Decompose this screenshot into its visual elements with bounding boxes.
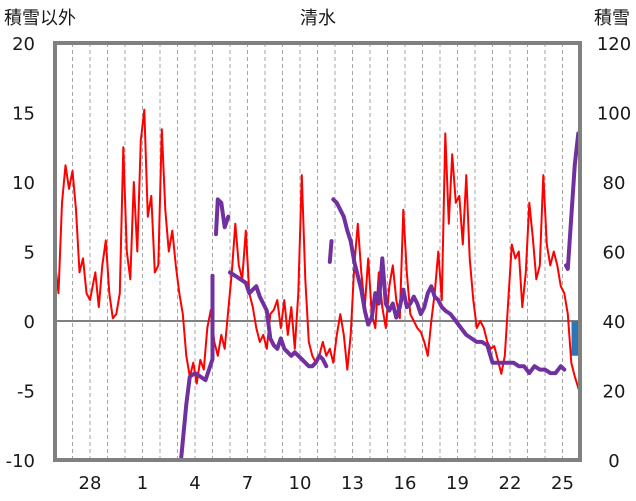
right-tick-label: 100 [597,104,631,125]
left-axis-ticks: -10 -5 0 5 10 15 20 [6,34,35,472]
x-axis-ticks: 28 1 4 7 10 13 16 19 22 25 [79,473,574,494]
chart-title: 清水 [300,8,336,29]
temperature-series [54,108,581,395]
vertical-gridlines [72,43,563,460]
right-tick-label: 20 [603,382,626,403]
left-tick-label: 0 [24,312,35,333]
x-tick-label: 25 [551,473,574,494]
left-tick-label: 5 [24,243,35,264]
x-tick-label: 22 [499,473,522,494]
temperature-line [54,108,581,395]
x-tick-label: 1 [137,473,148,494]
right-tick-label: 120 [597,34,631,55]
right-tick-label: 80 [603,173,626,194]
x-tick-label: 10 [289,473,312,494]
right-tick-label: 60 [603,243,626,264]
left-tick-label: -5 [17,382,35,403]
x-tick-label: 28 [79,473,102,494]
left-axis-label: 積雪以外 [4,8,76,29]
left-tick-label: 20 [12,34,35,55]
snow-depth-series [53,131,582,462]
left-tick-label: -10 [6,451,35,472]
left-tick-label: 10 [12,173,35,194]
right-axis-label: 積雪 [594,8,630,29]
snowfall-bars [571,321,582,356]
left-tick-label: 15 [12,104,35,125]
right-tick-label: 40 [603,312,626,333]
right-axis-ticks: 0 20 40 60 80 100 120 [597,34,631,472]
snow-depth-line [53,131,582,462]
plot-frame [53,41,582,462]
right-tick-label: 0 [608,451,619,472]
x-tick-label: 7 [242,473,253,494]
snowfall-bar [571,321,582,356]
x-tick-label: 19 [446,473,469,494]
x-tick-label: 4 [189,473,200,494]
x-tick-label: 13 [341,473,364,494]
x-tick-label: 16 [394,473,417,494]
